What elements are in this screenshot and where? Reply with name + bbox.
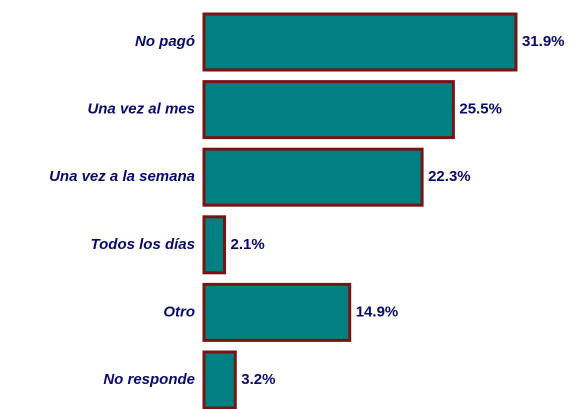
value-label: 31.9% bbox=[522, 33, 565, 50]
bar bbox=[202, 282, 352, 342]
value-label: 14.9% bbox=[356, 303, 399, 320]
bar bbox=[202, 147, 424, 207]
category-label: Otro bbox=[163, 303, 195, 320]
bar bbox=[202, 350, 237, 409]
bar bbox=[202, 12, 518, 72]
category-label: Una vez a la semana bbox=[49, 168, 195, 185]
category-label: No pagó bbox=[135, 33, 195, 50]
value-label: 25.5% bbox=[459, 101, 502, 118]
category-label: Una vez al mes bbox=[87, 101, 195, 118]
value-label: 2.1% bbox=[231, 236, 265, 253]
category-label: Todos los días bbox=[91, 236, 195, 253]
bar bbox=[202, 80, 455, 140]
category-label: No responde bbox=[103, 371, 195, 388]
bar bbox=[202, 215, 227, 275]
value-label: 3.2% bbox=[241, 371, 275, 388]
value-label: 22.3% bbox=[428, 168, 471, 185]
